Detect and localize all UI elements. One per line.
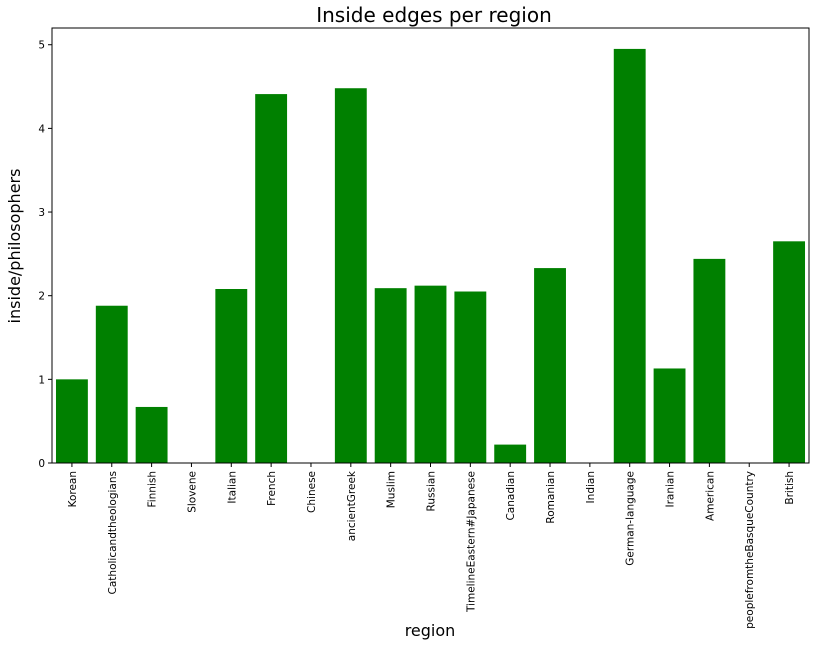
- x-tick-label: German-language: [625, 471, 637, 566]
- bar-ancientGreek: [334, 88, 367, 463]
- y-axis: 0 1 2 3 4 5: [38, 40, 52, 470]
- x-tick-label: Indian: [585, 471, 597, 503]
- x-axis-label: region: [405, 621, 456, 640]
- plot-frame: [51, 27, 810, 464]
- y-tick-label: 5: [38, 40, 45, 52]
- bar-French: [255, 94, 288, 463]
- x-tick-label: Muslim: [386, 471, 398, 508]
- y-tick-label: 1: [38, 374, 45, 386]
- x-tick-label: Slovene: [186, 471, 198, 513]
- y-tick-label: 2: [38, 291, 45, 303]
- x-tick-label: Italian: [226, 471, 238, 504]
- y-tick-label: 4: [38, 123, 45, 135]
- bars-group: [55, 48, 806, 464]
- x-tick-label: peoplefromtheBasqueCountry: [744, 471, 756, 629]
- x-tick-label: Russian: [426, 471, 438, 511]
- x-tick-label: ancientGreek: [346, 470, 358, 541]
- x-tick-label: French: [266, 471, 278, 506]
- bar-Iranian: [653, 368, 686, 463]
- x-tick-label: Catholicandtheologians: [107, 471, 119, 594]
- bar-Canadian: [494, 444, 527, 463]
- x-tick-label: Korean: [67, 471, 79, 507]
- bar-Finnish: [135, 406, 168, 463]
- x-tick-label: British: [784, 471, 796, 505]
- bar-Catholicandtheologians: [95, 305, 128, 463]
- x-tick-label: Iranian: [665, 471, 677, 508]
- bar-Korean: [55, 379, 88, 463]
- x-tick-label: Canadian: [505, 471, 517, 521]
- x-axis: Korean Catholicandtheologians Finnish Slove…: [67, 463, 796, 629]
- bar-American: [693, 258, 726, 463]
- y-tick-label: 0: [38, 458, 45, 470]
- y-axis-label: inside/philosophers: [5, 169, 24, 324]
- bar-British: [773, 241, 806, 463]
- bar-Romanian: [534, 268, 566, 463]
- bar-Russian: [414, 285, 447, 463]
- x-tick-label: American: [704, 471, 716, 521]
- x-tick-label: Romanian: [545, 471, 557, 524]
- chart-title: Inside edges per region: [316, 3, 552, 27]
- y-tick-label: 3: [38, 207, 45, 219]
- bar-TimelineEastern#Japanese: [454, 291, 487, 463]
- bar-Muslim: [374, 288, 407, 463]
- bar-Italian: [215, 289, 248, 463]
- x-tick-label: Finnish: [147, 471, 159, 508]
- x-tick-label: Chinese: [306, 471, 318, 513]
- bar-German-language: [613, 48, 646, 464]
- x-tick-label: TimelineEastern#Japanese: [465, 471, 477, 613]
